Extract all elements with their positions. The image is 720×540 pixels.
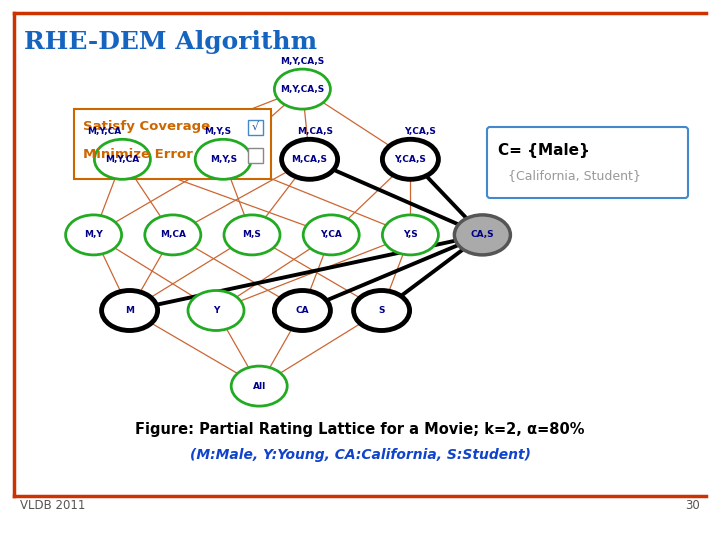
Text: C= {Male}: C= {Male}: [498, 143, 590, 158]
Ellipse shape: [303, 215, 359, 255]
Text: M,CA,S: M,CA,S: [297, 127, 333, 136]
Text: M,Y: M,Y: [84, 231, 103, 239]
Text: CA,S: CA,S: [471, 231, 494, 239]
Text: Y,CA,S: Y,CA,S: [395, 155, 426, 164]
Ellipse shape: [382, 139, 438, 179]
Ellipse shape: [145, 215, 201, 255]
Text: VLDB 2011: VLDB 2011: [20, 499, 86, 512]
Ellipse shape: [354, 291, 410, 330]
Text: M: M: [125, 306, 134, 315]
Ellipse shape: [224, 215, 280, 255]
Text: Minimize Error: Minimize Error: [83, 148, 193, 161]
Ellipse shape: [382, 215, 438, 255]
Text: M,Y,CA: M,Y,CA: [105, 155, 140, 164]
Text: All: All: [253, 382, 266, 390]
Ellipse shape: [231, 366, 287, 406]
Text: Y,S: Y,S: [403, 231, 418, 239]
Text: Figure: Partial Rating Lattice for a Movie; k=2, α=80%: Figure: Partial Rating Lattice for a Mov…: [135, 422, 585, 437]
Text: RHE-DEM Algorithm: RHE-DEM Algorithm: [24, 30, 317, 54]
Text: {California, Student}: {California, Student}: [508, 169, 641, 182]
Ellipse shape: [274, 291, 330, 330]
Text: Satisfy Coverage: Satisfy Coverage: [83, 120, 210, 133]
Ellipse shape: [195, 139, 251, 179]
Text: S: S: [378, 306, 385, 315]
Ellipse shape: [94, 139, 150, 179]
FancyBboxPatch shape: [248, 119, 263, 134]
Text: M,CA,S: M,CA,S: [292, 155, 328, 164]
FancyBboxPatch shape: [74, 109, 271, 179]
Text: M,Y,S: M,Y,S: [204, 127, 231, 136]
Text: M,Y,S: M,Y,S: [210, 155, 237, 164]
Text: M,S: M,S: [243, 231, 261, 239]
Text: Y,CA,S: Y,CA,S: [405, 127, 436, 136]
Text: M,Y,CA: M,Y,CA: [87, 127, 122, 136]
Text: Y,CA: Y,CA: [320, 231, 342, 239]
Ellipse shape: [66, 215, 122, 255]
Text: (M:Male, Y:Young, CA:California, S:Student): (M:Male, Y:Young, CA:California, S:Stude…: [189, 448, 531, 462]
Ellipse shape: [282, 139, 338, 179]
Text: M,Y,CA,S: M,Y,CA,S: [280, 85, 325, 93]
FancyBboxPatch shape: [248, 147, 263, 163]
Ellipse shape: [188, 291, 244, 330]
FancyBboxPatch shape: [487, 127, 688, 198]
Text: 30: 30: [685, 499, 700, 512]
Text: M,Y,CA,S: M,Y,CA,S: [280, 57, 325, 66]
Ellipse shape: [454, 215, 510, 255]
Ellipse shape: [102, 291, 158, 330]
Text: M,CA: M,CA: [160, 231, 186, 239]
Text: Y: Y: [213, 306, 219, 315]
Text: CA: CA: [296, 306, 309, 315]
Text: √: √: [251, 122, 258, 132]
Ellipse shape: [274, 69, 330, 109]
